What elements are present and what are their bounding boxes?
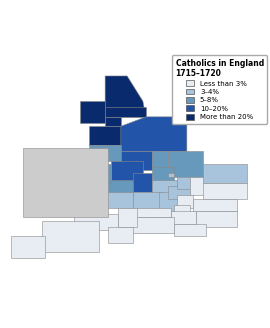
Polygon shape <box>118 208 137 227</box>
Polygon shape <box>202 183 247 198</box>
Polygon shape <box>196 211 237 227</box>
Polygon shape <box>105 76 146 117</box>
Polygon shape <box>96 183 112 198</box>
Polygon shape <box>11 236 45 258</box>
Polygon shape <box>171 211 196 224</box>
Polygon shape <box>133 192 162 211</box>
Polygon shape <box>158 192 177 211</box>
Polygon shape <box>74 214 118 230</box>
Polygon shape <box>105 117 121 126</box>
Polygon shape <box>152 180 177 195</box>
Legend: Less than 3%, 3–4%, 5–8%, 10–20%, More than 20%: Less than 3%, 3–4%, 5–8%, 10–20%, More t… <box>172 55 267 124</box>
Polygon shape <box>152 152 168 170</box>
Polygon shape <box>133 208 171 217</box>
Polygon shape <box>168 186 190 198</box>
Polygon shape <box>105 192 133 208</box>
Polygon shape <box>112 180 133 195</box>
Polygon shape <box>174 224 206 236</box>
Polygon shape <box>190 176 206 195</box>
Polygon shape <box>89 145 121 161</box>
Polygon shape <box>168 174 174 176</box>
Polygon shape <box>130 217 174 233</box>
Polygon shape <box>112 161 143 183</box>
Polygon shape <box>80 101 105 123</box>
Polygon shape <box>105 107 146 117</box>
Polygon shape <box>89 126 121 145</box>
Polygon shape <box>152 167 174 183</box>
Polygon shape <box>177 176 196 189</box>
Polygon shape <box>177 195 193 208</box>
Polygon shape <box>42 221 99 252</box>
Polygon shape <box>89 164 112 186</box>
Polygon shape <box>133 174 152 192</box>
Polygon shape <box>121 117 187 152</box>
Polygon shape <box>168 152 202 176</box>
Polygon shape <box>193 198 237 211</box>
Polygon shape <box>121 152 152 170</box>
Polygon shape <box>174 205 190 214</box>
Polygon shape <box>108 227 133 243</box>
Polygon shape <box>23 148 108 217</box>
Polygon shape <box>202 164 247 183</box>
